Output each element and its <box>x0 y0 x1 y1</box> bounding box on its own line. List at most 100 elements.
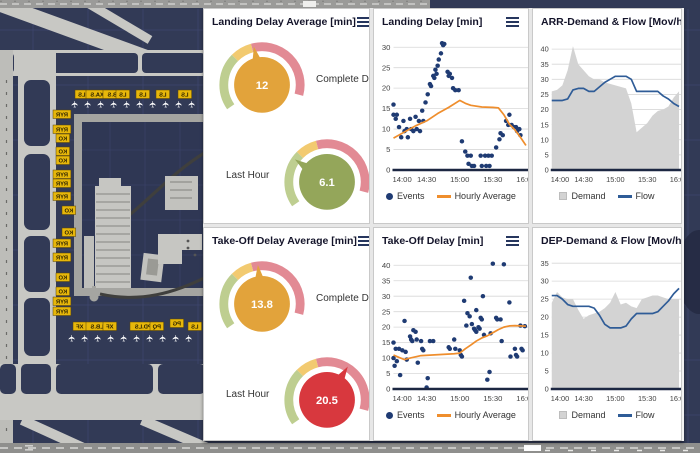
svg-text:KO: KO <box>58 159 67 165</box>
menu-icon[interactable] <box>357 235 369 247</box>
menu-icon[interactable] <box>356 16 369 28</box>
svg-text:14:30: 14:30 <box>417 394 436 403</box>
svg-text:30: 30 <box>541 75 549 84</box>
svg-text:35: 35 <box>541 259 549 268</box>
gauge-landing-complete-day: 12 <box>219 42 305 114</box>
panel-takeoff-delay: Take-Off Delay [min] 0 5 10 15 20 25 30 35 40 14:… <box>373 227 529 441</box>
gauge-label: Last Hour <box>226 388 270 400</box>
panel-landing-delay-average: Landing Delay Average [min] 12 Complete … <box>203 8 370 224</box>
road-bottom[interactable] <box>0 443 700 453</box>
legend-dot-icon <box>386 411 394 419</box>
legend-item[interactable]: Events <box>386 191 425 201</box>
timeline-slider[interactable] <box>524 445 541 451</box>
gauge-label: Complete Day <box>316 292 369 304</box>
panel-title: Landing Delay Average [min] <box>212 16 356 28</box>
svg-text:20: 20 <box>541 313 549 322</box>
panel-title: Take-Off Delay Average [min] <box>212 235 357 247</box>
svg-text:✈: ✈ <box>97 100 107 108</box>
legend-item[interactable]: Hourly Average <box>436 410 516 420</box>
svg-text:PG: PG <box>172 322 181 328</box>
svg-text:LS: LS <box>191 325 199 331</box>
svg-text:✈: ✈ <box>146 334 156 342</box>
svg-text:0: 0 <box>386 385 390 394</box>
gauge-row: 13.8 Complete Day <box>204 251 369 345</box>
svg-text:35: 35 <box>382 276 391 285</box>
svg-text:✈: ✈ <box>188 100 198 108</box>
svg-text:0: 0 <box>545 166 549 175</box>
panel-landing-delay: Landing Delay [min] 0 5 10 15 20 25 30 14:00 14:… <box>373 8 529 224</box>
svg-text:20: 20 <box>382 323 391 332</box>
panel-header: Take-Off Delay [min] <box>374 228 528 249</box>
svg-text:✈: ✈ <box>149 100 159 108</box>
svg-text:16:00: 16:00 <box>516 175 528 184</box>
panel-header: DEP-Demand & Flow [Mov/h] <box>533 228 681 249</box>
svg-text:✈: ✈ <box>71 100 81 108</box>
svg-text:15:30: 15:30 <box>483 175 502 184</box>
legend-item[interactable]: Hourly Average <box>436 191 516 201</box>
svg-text:14:30: 14:30 <box>417 175 436 184</box>
svg-text:✈: ✈ <box>123 100 133 108</box>
legend-label: Flow <box>635 191 655 201</box>
svg-text:RYR: RYR <box>55 300 68 306</box>
legend-item[interactable]: Flow <box>617 191 655 201</box>
menu-icon[interactable] <box>505 16 520 28</box>
legend-label: Hourly Average <box>454 191 516 201</box>
svg-text:15:30: 15:30 <box>638 175 656 184</box>
svg-text:5: 5 <box>545 150 549 159</box>
svg-text:10: 10 <box>382 125 391 134</box>
svg-text:15:00: 15:00 <box>450 394 469 403</box>
legend-item[interactable]: Demand <box>559 191 606 201</box>
svg-text:40: 40 <box>541 45 549 54</box>
svg-text:RYR: RYR <box>55 113 68 119</box>
svg-text:16:00: 16:00 <box>670 394 681 403</box>
taxiway-islands-bottom <box>0 364 205 394</box>
svg-text:15:00: 15:00 <box>606 175 624 184</box>
svg-text:✈: ✈ <box>110 100 120 108</box>
svg-text:RYR: RYR <box>55 182 68 188</box>
svg-text:LS: LS <box>159 93 167 99</box>
svg-text:✈: ✈ <box>185 334 195 342</box>
gauge-takeoff-complete-day: 13.8 <box>219 261 305 332</box>
svg-text:LS: LS <box>181 93 189 99</box>
gauge-takeoff-last-hour: 20.5 <box>284 357 369 428</box>
svg-text:15: 15 <box>541 120 549 129</box>
svg-text:15: 15 <box>382 338 391 347</box>
svg-text:25: 25 <box>541 295 549 304</box>
gauge-row: 12 Complete Day <box>204 32 369 127</box>
svg-text:15: 15 <box>541 331 549 340</box>
svg-text:15:30: 15:30 <box>483 394 502 403</box>
svg-text:✈: ✈ <box>120 334 130 342</box>
svg-text:✈: ✈ <box>84 100 94 108</box>
gauge-landing-last-hour: 6.1 <box>284 139 369 210</box>
svg-text:✈: ✈ <box>172 334 182 342</box>
svg-text:10: 10 <box>541 349 549 358</box>
svg-text:12: 12 <box>256 80 269 92</box>
svg-text:5: 5 <box>386 145 390 154</box>
panel-title: Take-Off Delay [min] <box>382 235 484 247</box>
svg-text:✈: ✈ <box>81 334 91 342</box>
gauge-row: Last Hour 20.5 <box>204 347 369 440</box>
legend-item[interactable]: Flow <box>617 410 655 420</box>
svg-text:XF: XF <box>106 325 114 331</box>
svg-text:20.5: 20.5 <box>316 395 338 407</box>
svg-text:LB.S: LB.S <box>107 93 120 99</box>
road-top <box>0 0 430 8</box>
menu-icon[interactable] <box>505 235 520 247</box>
chart-legend: Demand Flow <box>533 191 681 201</box>
legend-item[interactable]: Events <box>386 410 425 420</box>
svg-text:RYR: RYR <box>55 256 68 262</box>
chart-legend: Events Hourly Average <box>374 410 528 420</box>
legend-dot-icon <box>386 192 394 200</box>
svg-text:✈: ✈ <box>175 100 185 108</box>
svg-text:14:00: 14:00 <box>551 175 569 184</box>
panel-title: Landing Delay [min] <box>382 16 483 28</box>
legend-item[interactable]: Demand <box>559 410 606 420</box>
legend-square-icon <box>559 411 568 419</box>
svg-text:30: 30 <box>382 43 391 52</box>
svg-text:14:00: 14:00 <box>392 394 411 403</box>
legend-square-icon <box>559 192 568 200</box>
svg-text:PQ: PQ <box>152 325 161 331</box>
legend-line-icon <box>617 194 632 198</box>
svg-text:KO: KO <box>58 137 67 143</box>
svg-text:25: 25 <box>382 63 391 72</box>
